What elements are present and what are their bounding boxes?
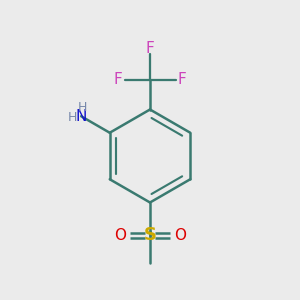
Text: H: H [68,111,77,124]
Text: F: F [113,72,122,87]
Text: F: F [178,72,187,87]
Text: S: S [143,226,157,244]
Text: N: N [76,109,87,124]
Text: H: H [78,101,87,114]
Text: F: F [146,41,154,56]
Text: O: O [114,228,126,243]
Text: O: O [174,228,186,243]
